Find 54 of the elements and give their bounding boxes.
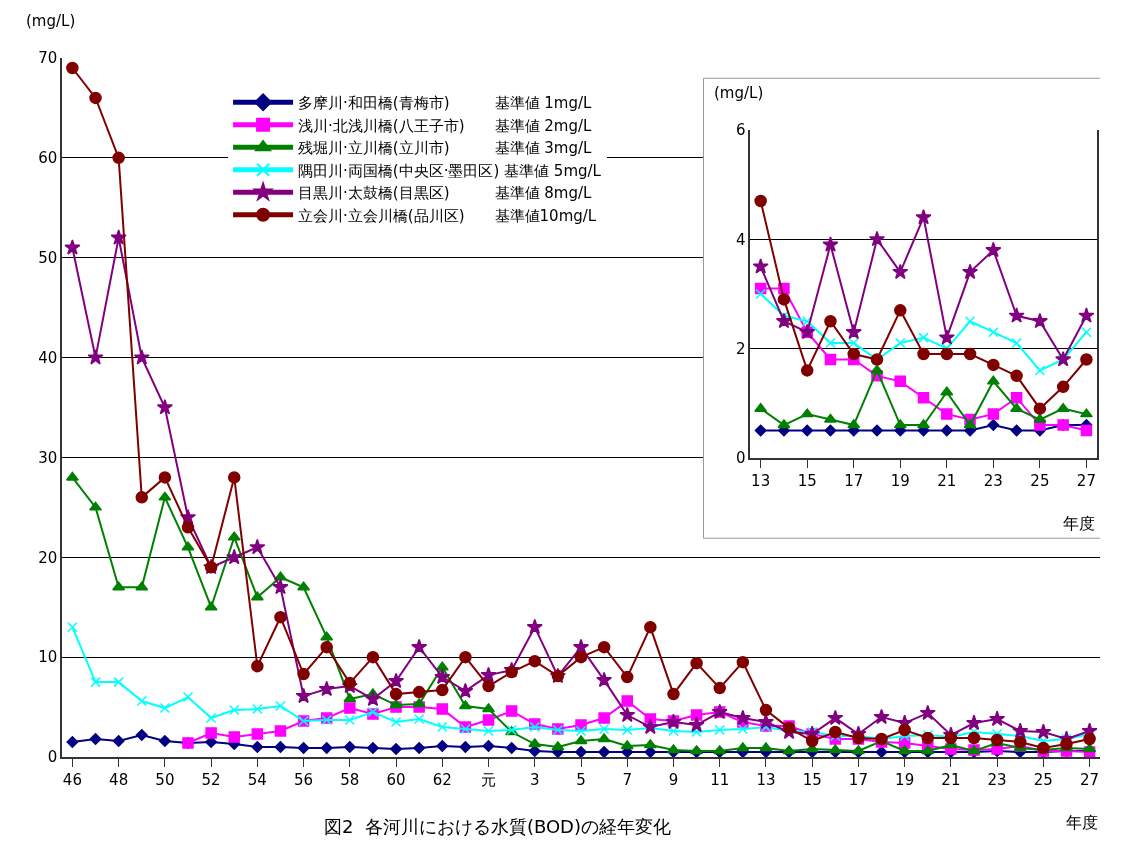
x-tick-label: 15 <box>797 471 817 490</box>
x-tick-label: 元 <box>481 770 497 789</box>
x-tick-label: 7 <box>622 770 633 789</box>
y-tick-label: 70 <box>38 49 58 68</box>
x-tick-label: 23 <box>983 471 1003 490</box>
x-tick-label: 17 <box>848 770 868 789</box>
x-tick-label: 60 <box>386 770 406 789</box>
x-tick-label: 9 <box>668 770 679 789</box>
x-tick-label: 27 <box>1076 471 1096 490</box>
x-tick-label: 25 <box>1033 770 1053 789</box>
legend-label: 多摩川·和田橋(青梅市) 基準値 1mg/L <box>298 94 593 113</box>
y-tick-label: 6 <box>735 121 746 140</box>
x-tick-label: 5 <box>576 770 586 789</box>
y-tick-label: 10 <box>38 648 58 667</box>
y-tick-label: 60 <box>38 149 58 168</box>
x-tick-label: 50 <box>155 770 175 789</box>
x-tick-label: 58 <box>340 770 360 789</box>
x-axis-title: 年度 <box>1063 514 1095 533</box>
y-axis-title: (mg/L) <box>26 12 76 30</box>
x-tick-label: 46 <box>62 770 82 789</box>
y-tick-label: 50 <box>38 248 58 267</box>
y-tick-label: 4 <box>735 230 746 249</box>
legend-label: 立会川·立会川橋(品川区) 基準値10mg/L <box>298 206 597 225</box>
y-tick-label: 40 <box>38 348 58 367</box>
x-tick-label: 23 <box>987 770 1007 789</box>
x-tick-label: 54 <box>247 770 267 789</box>
y-tick-label: 20 <box>38 548 58 567</box>
x-tick-label: 11 <box>710 770 730 789</box>
legend-label: 浅川·北浅川橋(八王子市) 基準値 2mg/L <box>298 116 593 135</box>
x-tick-label: 48 <box>109 770 129 789</box>
y-tick-label: 2 <box>735 339 746 358</box>
x-tick-label: 56 <box>294 770 314 789</box>
x-tick-label: 17 <box>844 471 864 490</box>
x-axis-title: 年度 <box>1066 813 1098 832</box>
x-tick-label: 62 <box>432 770 452 789</box>
y-tick-label: 0 <box>735 449 746 468</box>
x-tick-label: 27 <box>1080 770 1100 789</box>
x-tick-label: 13 <box>751 471 771 490</box>
x-tick-label: 19 <box>895 770 915 789</box>
x-tick-label: 21 <box>941 770 961 789</box>
y-tick-label: 0 <box>47 748 58 767</box>
x-tick-label: 15 <box>802 770 822 789</box>
x-tick-label: 3 <box>529 770 540 789</box>
x-tick-label: 21 <box>937 471 957 490</box>
x-tick-label: 25 <box>1030 471 1050 490</box>
legend-label: 隅田川·両国橋(中央区·墨田区) 基準値 5mg/L <box>298 161 602 180</box>
y-axis-title: (mg/L) <box>714 84 764 102</box>
y-tick-label: 30 <box>38 448 58 467</box>
x-tick-label: 19 <box>890 471 910 490</box>
caption: 図2 各河川における水質(BOD)の経年変化 <box>324 816 672 837</box>
legend-label: 残堀川·立川橋(立川市) 基準値 3mg/L <box>298 139 593 158</box>
x-tick-label: 13 <box>756 770 776 789</box>
x-tick-label: 52 <box>201 770 221 789</box>
legend-label: 目黒川·太鼓橋(目黒区) 基準値 8mg/L <box>298 184 593 203</box>
